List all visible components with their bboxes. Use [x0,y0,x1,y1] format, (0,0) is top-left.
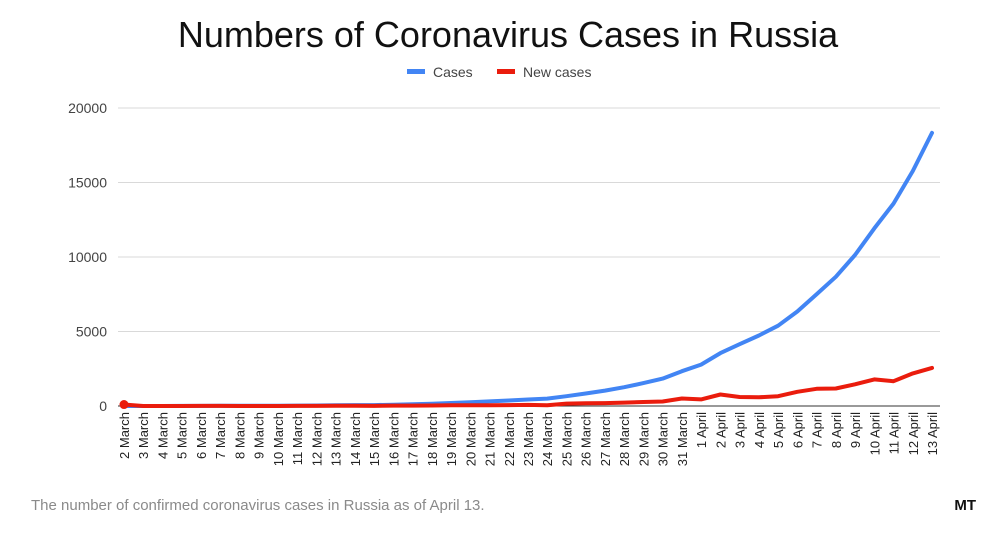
x-tick-label: 3 March [136,412,151,459]
x-tick-label: 4 March [155,412,170,459]
legend: Cases New cases [407,64,591,80]
x-tick-label: 19 March [444,412,459,466]
x-tick-label: 10 April [867,412,882,455]
x-tick-label: 3 April [733,412,748,448]
x-tick-label: 6 April [790,412,805,448]
x-tick-label: 7 April [810,412,825,448]
x-tick-label: 30 March [656,412,671,466]
x-tick-label: 4 April [752,412,767,448]
x-tick-label: 9 April [848,412,863,448]
legend-swatch [497,69,515,74]
chart-title: Numbers of Coronavirus Cases in Russia [178,14,839,55]
x-tick-label: 8 March [232,412,247,459]
x-tick-label: 18 March [425,412,440,466]
x-tick-label: 7 March [213,412,228,459]
x-tick-label: 16 March [386,412,401,466]
chart-caption: The number of confirmed coronavirus case… [31,497,485,514]
y-tick-label: 0 [99,398,107,414]
legend-label: New cases [523,64,591,80]
x-axis-ticks: 2 March 3 March 4 March 5 March 6 March 7 Mar… [117,412,940,466]
legend-label: Cases [433,64,473,80]
x-tick-label: 11 April [887,412,902,455]
y-tick-label: 10000 [68,249,107,265]
x-tick-label: 9 March [252,412,267,459]
y-tick-label: 5000 [76,324,107,340]
x-tick-label: 1 April [694,412,709,448]
x-tick-label: 27 March [598,412,613,466]
x-tick-label: 24 March [540,412,555,466]
x-tick-label: 5 March [175,412,190,459]
x-tick-label: 21 March [483,412,498,466]
y-axis-ticks: 0 5000 10000 15000 20000 [68,100,107,414]
x-tick-label: 15 March [367,412,382,466]
x-tick-label: 17 March [406,412,421,466]
x-tick-label: 11 March [290,412,305,465]
x-tick-label: 12 March [309,412,324,466]
y-tick-label: 15000 [68,175,107,191]
x-tick-label: 10 March [271,412,286,466]
x-tick-label: 2 March [117,412,132,459]
x-tick-label: 26 March [579,412,594,466]
series-lines [119,130,934,410]
data-point-new-cases [119,400,129,410]
x-tick-label: 8 April [829,412,844,448]
x-tick-label: 23 March [521,412,536,466]
x-tick-label: 13 March [329,412,344,466]
x-tick-label: 14 March [348,412,363,466]
series-line-new-cases [122,365,934,408]
x-tick-label: 22 March [502,412,517,466]
x-tick-label: 20 March [463,412,478,466]
gridlines [118,107,940,407]
x-tick-label: 28 March [617,412,632,466]
brand-logo: MT [954,497,976,514]
series-line-cases [122,130,934,408]
x-tick-label: 29 March [636,412,651,466]
x-tick-label: 6 March [194,412,209,459]
x-tick-label: 12 April [906,412,921,455]
x-tick-label: 13 April [925,412,940,455]
x-tick-label: 5 April [771,412,786,448]
x-tick-label: 31 March [675,412,690,466]
x-tick-label: 25 March [559,412,574,466]
legend-swatch [407,69,425,74]
y-tick-label: 20000 [68,100,107,116]
x-tick-label: 2 April [713,412,728,448]
